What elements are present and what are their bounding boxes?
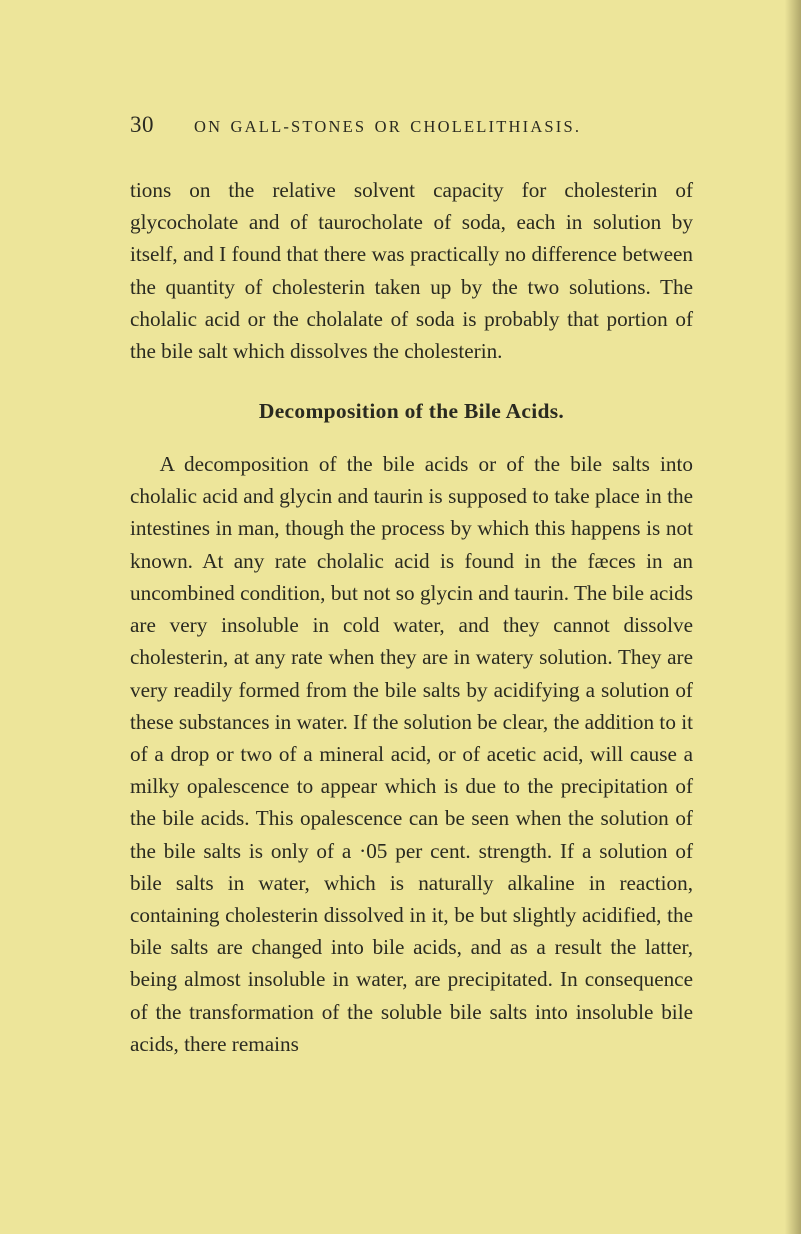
page-edge-shadow (783, 0, 801, 1234)
running-title: ON GALL-STONES OR CHOLELITHIASIS. (194, 117, 581, 137)
paragraph-2: A decomposition of the bile acids or of … (130, 448, 693, 1060)
body-text: tions on the relative solvent capacity f… (130, 174, 693, 1060)
page: 30 ON GALL-STONES OR CHOLELITHIASIS. tio… (0, 0, 801, 1234)
running-head: 30 ON GALL-STONES OR CHOLELITHIASIS. (130, 112, 693, 138)
page-number: 30 (130, 112, 154, 138)
section-heading: Decomposition of the Bile Acids. (130, 395, 693, 428)
paragraph-1: tions on the relative solvent capacity f… (130, 174, 693, 367)
